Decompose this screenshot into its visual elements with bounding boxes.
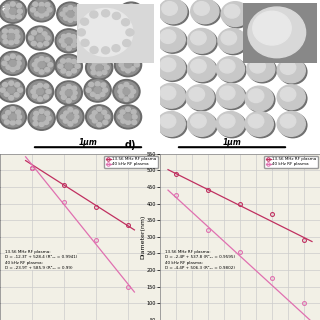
- Circle shape: [30, 55, 53, 75]
- Circle shape: [16, 120, 21, 124]
- Circle shape: [220, 60, 235, 73]
- Circle shape: [98, 9, 103, 13]
- Circle shape: [55, 29, 83, 53]
- Circle shape: [86, 105, 113, 129]
- Text: 1μm: 1μm: [79, 138, 97, 147]
- Circle shape: [191, 114, 206, 128]
- Circle shape: [35, 12, 39, 16]
- Circle shape: [18, 88, 22, 92]
- Circle shape: [220, 30, 248, 55]
- Circle shape: [10, 121, 15, 125]
- Circle shape: [74, 110, 78, 114]
- Legend: 13.56 MHz RF plasma, 40 kHz RF plasma: 13.56 MHz RF plasma, 40 kHz RF plasma: [264, 156, 318, 168]
- Circle shape: [132, 120, 137, 124]
- Circle shape: [33, 121, 38, 126]
- Circle shape: [46, 89, 51, 94]
- Circle shape: [191, 0, 219, 24]
- Circle shape: [218, 85, 246, 109]
- Circle shape: [221, 31, 236, 45]
- Circle shape: [10, 2, 15, 6]
- Circle shape: [45, 36, 50, 40]
- Circle shape: [93, 10, 98, 14]
- Circle shape: [218, 113, 246, 138]
- Text: d): d): [125, 140, 136, 150]
- Circle shape: [78, 8, 133, 56]
- Circle shape: [61, 43, 67, 47]
- Circle shape: [252, 33, 267, 46]
- Circle shape: [6, 111, 11, 115]
- Text: 13.56 MHz RF plasma:
D = -12.3T + 528.4 (R²ₐₓ = 0.9941)
40 kHz RF plasma:
D = -2: 13.56 MHz RF plasma: D = -12.3T + 528.4 …: [5, 250, 77, 270]
- Circle shape: [60, 12, 65, 16]
- Circle shape: [67, 11, 74, 17]
- Circle shape: [100, 92, 105, 97]
- Circle shape: [15, 83, 20, 87]
- Circle shape: [2, 61, 7, 66]
- Circle shape: [8, 34, 15, 40]
- Circle shape: [135, 6, 140, 11]
- Circle shape: [39, 13, 44, 18]
- Circle shape: [125, 107, 131, 112]
- Circle shape: [45, 68, 50, 72]
- Circle shape: [36, 35, 44, 41]
- Circle shape: [0, 105, 27, 129]
- Circle shape: [280, 88, 296, 101]
- Circle shape: [26, 26, 54, 50]
- Circle shape: [124, 36, 132, 43]
- Circle shape: [39, 3, 44, 7]
- Circle shape: [248, 58, 276, 83]
- Circle shape: [280, 114, 296, 128]
- Circle shape: [57, 2, 84, 26]
- Circle shape: [125, 56, 131, 60]
- Circle shape: [3, 83, 7, 87]
- Circle shape: [121, 67, 126, 71]
- Circle shape: [277, 111, 305, 136]
- Circle shape: [189, 88, 204, 101]
- Circle shape: [123, 7, 128, 11]
- Circle shape: [57, 56, 80, 76]
- Circle shape: [248, 30, 276, 55]
- Circle shape: [280, 61, 296, 74]
- Circle shape: [224, 4, 240, 18]
- Circle shape: [3, 39, 8, 44]
- Circle shape: [28, 28, 52, 48]
- Circle shape: [9, 81, 14, 85]
- Circle shape: [47, 8, 52, 12]
- Circle shape: [9, 114, 16, 120]
- Circle shape: [10, 54, 15, 58]
- Circle shape: [125, 44, 131, 49]
- Circle shape: [97, 71, 102, 76]
- Circle shape: [122, 12, 127, 16]
- Circle shape: [38, 115, 45, 121]
- Circle shape: [44, 84, 49, 88]
- Circle shape: [255, 6, 283, 31]
- Circle shape: [130, 67, 135, 71]
- Circle shape: [106, 15, 111, 19]
- Circle shape: [39, 70, 44, 74]
- Circle shape: [103, 19, 108, 23]
- Circle shape: [31, 89, 36, 94]
- Circle shape: [0, 52, 27, 75]
- Circle shape: [119, 37, 124, 42]
- Circle shape: [129, 4, 134, 8]
- Circle shape: [4, 9, 9, 13]
- Bar: [243, 3, 317, 63]
- Circle shape: [121, 119, 126, 123]
- Circle shape: [72, 91, 77, 95]
- Circle shape: [77, 29, 85, 36]
- Circle shape: [57, 105, 84, 129]
- Circle shape: [61, 34, 66, 39]
- Circle shape: [28, 106, 55, 130]
- Circle shape: [9, 96, 14, 100]
- Circle shape: [123, 40, 131, 47]
- Text: 1μm: 1μm: [223, 138, 241, 147]
- Circle shape: [10, 107, 15, 111]
- Circle shape: [125, 32, 131, 36]
- Circle shape: [0, 88, 5, 92]
- Circle shape: [130, 59, 135, 63]
- Circle shape: [72, 69, 76, 73]
- Circle shape: [36, 89, 44, 94]
- Circle shape: [97, 14, 104, 20]
- Circle shape: [66, 99, 71, 103]
- Circle shape: [59, 39, 64, 43]
- Circle shape: [10, 68, 15, 72]
